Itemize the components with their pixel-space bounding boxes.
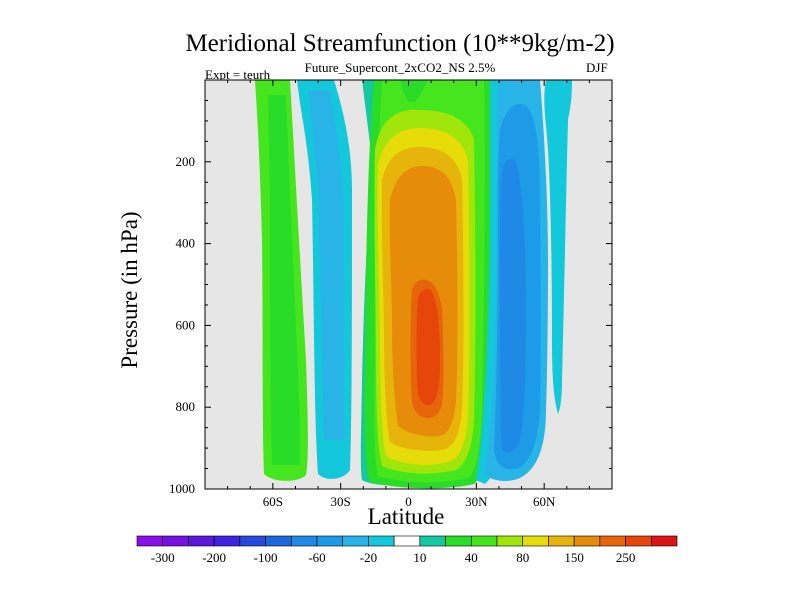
colorbar-swatch — [188, 535, 215, 547]
colorbar-swatch — [239, 535, 266, 547]
colorbar-swatch — [445, 535, 472, 547]
colorbar-swatch — [548, 535, 575, 547]
colorbar-label: -60 — [308, 550, 325, 565]
colorbar-swatch — [599, 535, 626, 547]
colorbar-label: -100 — [254, 550, 278, 565]
colorbar-label: 80 — [516, 550, 529, 565]
colorbar-swatch — [213, 535, 241, 547]
chart-title: Meridional Streamfunction (10**9kg/m-2) — [185, 30, 615, 57]
colorbar-swatch — [522, 535, 549, 547]
x-tick-label: 60N — [533, 494, 556, 509]
contour-northern-m60 — [500, 158, 526, 453]
colorbar-swatch — [162, 535, 189, 547]
colorbar-swatch — [625, 535, 652, 547]
colorbar-swatch — [265, 535, 292, 547]
x-tick-label: 30N — [465, 494, 488, 509]
colorbar-swatch — [470, 535, 498, 547]
contour-polar-blue — [544, 80, 572, 414]
colorbar-swatch — [573, 535, 601, 547]
y-tick-label: 200 — [176, 154, 196, 169]
axes: 200 400 600 800 1000 60S 30S 0 30N 60N — [169, 80, 612, 509]
colorbar-swatch — [650, 535, 678, 547]
colorbar-swatch — [496, 535, 524, 547]
colorbar-swatch — [393, 535, 421, 547]
colorbar-swatch — [368, 535, 395, 547]
y-tick-label: 400 — [176, 236, 196, 251]
colorbar-label: 250 — [616, 550, 636, 565]
season-label: DJF — [586, 60, 608, 75]
colorbar-label: 150 — [564, 550, 584, 565]
chart-subtitle: Future_Supercont_2xCO2_NS 2.5% — [304, 60, 496, 75]
contour-tropical-250 — [416, 289, 440, 406]
colorbar-label: -20 — [360, 550, 377, 565]
colorbar-swatch — [316, 535, 344, 547]
colorbar-swatch — [290, 535, 318, 547]
colorbar-swatch — [419, 535, 446, 547]
x-tick-label: 60S — [263, 494, 283, 509]
y-tick-label: 800 — [176, 399, 196, 414]
colorbar: -300 -200 -100 -60 -20 10 40 80 150 250 — [136, 535, 678, 565]
colorbar-label: -300 — [151, 550, 175, 565]
y-tick-label: 1000 — [169, 481, 195, 496]
colorbar-label: -200 — [202, 550, 226, 565]
x-tick-label: 30S — [331, 494, 351, 509]
colorbar-swatch — [342, 535, 369, 547]
y-tick-label: 600 — [176, 317, 196, 332]
contour-southern-blue-inner — [308, 90, 344, 440]
colorbar-label: 10 — [413, 550, 426, 565]
colorbar-swatch — [136, 535, 164, 547]
experiment-label: Expt = teurh — [205, 67, 271, 82]
colorbar-label: 40 — [465, 550, 478, 565]
x-tick-label: 0 — [405, 494, 412, 509]
x-axis-label: Latitude — [367, 504, 445, 529]
contour-fields — [255, 80, 572, 489]
contour-southern-green-inner — [268, 95, 300, 465]
